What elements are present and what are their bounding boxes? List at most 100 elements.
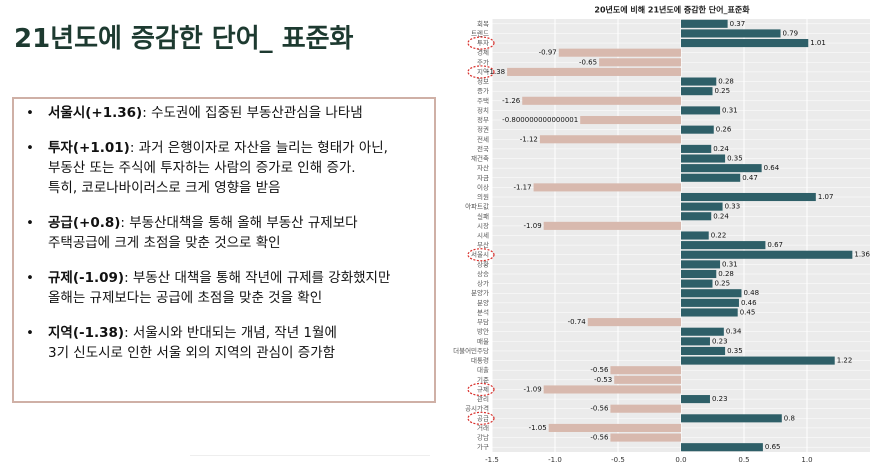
value-label: -0.97 — [539, 49, 557, 57]
bar — [681, 308, 738, 317]
bar — [681, 87, 713, 96]
value-label: 0.26 — [716, 126, 732, 134]
bar — [681, 241, 766, 250]
bar — [610, 366, 681, 375]
bullet-text: : 과거 은행이자로 자산을 늘리는 형태가 아닌, — [129, 140, 388, 156]
bar — [681, 192, 816, 202]
y-tick-label: 강남 — [477, 433, 489, 442]
value-label: 0.23 — [712, 395, 728, 403]
y-tick-label: 자금 — [477, 173, 489, 182]
value-label: 0.64 — [764, 164, 780, 172]
y-tick-label: 투자 — [477, 38, 489, 47]
bullet-text: 올해는 규제보다는 공급에 초점을 맞춘 것을 확인 — [48, 290, 323, 306]
bullet-text: : 부동산 대책을 통해 작년에 규제를 강화했지만 — [124, 270, 391, 286]
y-tick-label: 서울시 — [471, 250, 489, 259]
value-label: 0.25 — [715, 280, 731, 288]
value-label: -0.74 — [568, 318, 587, 326]
y-tick-label: 부담 — [477, 318, 489, 326]
bar — [681, 346, 726, 356]
y-tick-label: 공시가격 — [465, 404, 489, 413]
value-label: -0.56 — [590, 405, 609, 413]
value-label: -0.53 — [594, 376, 612, 384]
y-tick-label: 전국 — [477, 144, 489, 153]
y-tick-label: 회복 — [477, 20, 489, 28]
y-tick-label: 주가 — [477, 57, 489, 66]
value-label: 0.35 — [727, 347, 743, 355]
x-tick-label: -0.5 — [611, 456, 625, 464]
value-label: -0.65 — [579, 58, 597, 66]
bullet: 서울시(+1.36): 수도권에 집중된 부동산관심을 나타냄 — [24, 103, 426, 123]
bar — [610, 404, 681, 413]
bar — [681, 395, 710, 404]
bar — [543, 221, 681, 230]
bar — [681, 173, 741, 182]
bullet-key: 서울시(+1.36) — [48, 105, 143, 121]
value-label: 0.47 — [742, 174, 758, 182]
y-tick-label: 상승 — [477, 269, 489, 278]
y-tick-label: 이상 — [477, 182, 489, 191]
y-tick-label: 아파트값 — [465, 202, 489, 211]
value-label: -1.12 — [520, 135, 538, 143]
y-tick-label: 트렌드 — [471, 28, 489, 37]
bar — [507, 67, 681, 76]
value-label: 0.37 — [730, 20, 746, 28]
value-label: 0.24 — [713, 212, 729, 220]
value-label: 0.79 — [783, 29, 799, 37]
value-label: 1.22 — [837, 357, 853, 365]
bar — [681, 298, 739, 307]
value-label: 1.07 — [818, 193, 834, 201]
y-tick-label: 더불어민주당 — [453, 346, 489, 355]
x-tick-label: 0.0 — [675, 456, 686, 464]
bar — [580, 115, 681, 125]
value-label: -1.09 — [524, 385, 542, 393]
y-tick-label: 정치 — [477, 105, 489, 114]
bar — [681, 327, 724, 336]
value-label: 0.25 — [715, 87, 731, 95]
bar — [681, 289, 742, 298]
bar — [681, 212, 712, 221]
bar — [681, 154, 726, 163]
y-tick-label: 가구 — [477, 442, 489, 451]
value-label: -0.800000000000001 — [502, 116, 578, 124]
y-tick-label: 상가 — [477, 279, 489, 288]
y-tick-label: 방안 — [477, 327, 489, 336]
bar — [681, 414, 782, 423]
y-tick-label: 대통령 — [471, 357, 489, 365]
bar — [681, 269, 717, 279]
value-label: 0.28 — [718, 270, 734, 278]
value-label: 0.33 — [725, 203, 741, 211]
y-tick-label: 정보 — [477, 77, 489, 86]
y-tick-label: 매물 — [477, 337, 489, 345]
y-tick-label: 정부 — [477, 115, 489, 124]
y-tick-label: 시세 — [477, 231, 489, 240]
y-tick-label: 주택 — [477, 96, 489, 105]
bar — [681, 337, 710, 346]
bar — [558, 48, 681, 57]
value-label: 0.34 — [726, 328, 742, 336]
y-tick-label: 분석 — [477, 307, 489, 316]
highlight-circle — [467, 382, 495, 397]
value-label: 0.24 — [713, 145, 729, 153]
x-tick-label: 0.5 — [738, 456, 749, 464]
y-tick-label: 대출 — [477, 365, 489, 374]
bullet-text: : 서울시와 반대되는 개념, 작년 1월에 — [124, 325, 337, 341]
highlight-circle — [467, 248, 495, 262]
value-label: 1.36 — [854, 251, 870, 259]
y-tick-label: 증가 — [477, 86, 489, 95]
bar — [681, 125, 714, 134]
bar — [681, 356, 835, 365]
chart: 20년도에 비해 21년도에 증감한 단어_표준화 -1.5 -1.0 -0.5 0.… — [453, 5, 870, 465]
bar — [610, 433, 681, 442]
bar — [681, 231, 709, 240]
value-label: -1.17 — [513, 183, 531, 191]
y-tick-label: 재건축 — [471, 154, 489, 163]
bar — [681, 77, 717, 86]
value-label: -1.05 — [529, 424, 547, 432]
bar — [681, 443, 763, 452]
bullet-text: : 수도권에 집중된 부동산관심을 나타냄 — [142, 105, 363, 121]
bar — [681, 164, 762, 173]
bar — [587, 318, 681, 327]
bar — [681, 260, 721, 269]
y-tick-label: 기준 — [477, 375, 489, 384]
